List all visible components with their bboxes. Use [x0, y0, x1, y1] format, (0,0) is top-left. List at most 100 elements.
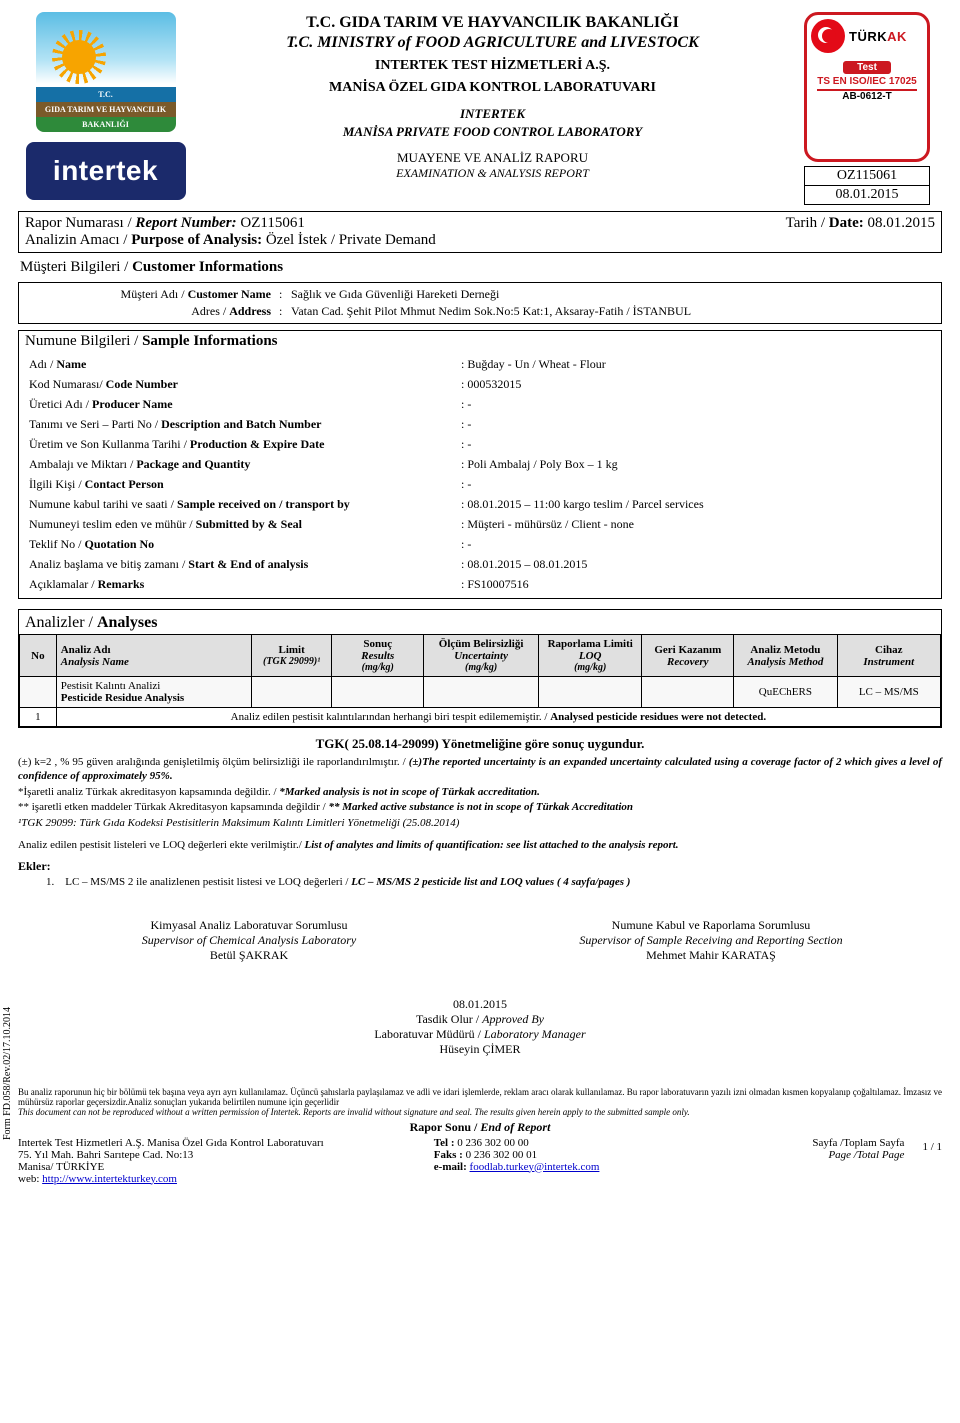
sig-left-title-tr: Kimyasal Analiz Laboratuvar Sorumlusu: [18, 918, 480, 933]
analyses-box: Analizler / Analyses No Analiz Adı Analy…: [18, 609, 942, 728]
note-2-tr: *İşaretli analiz Türkak akreditasyon kap…: [18, 786, 277, 798]
customer-name-label-en: Customer Name: [188, 287, 271, 301]
report-title-en: EXAMINATION & ANALYSIS REPORT: [201, 166, 784, 181]
turkak-code: AB-0612-T: [817, 89, 918, 102]
report-number-value: OZ115061: [240, 215, 304, 231]
note-2: *İşaretli analiz Türkak akreditasyon kap…: [18, 786, 942, 800]
sample-row: Adı / Name: Buğday - Un / Wheat - Flour: [27, 355, 933, 373]
row-result-text: Analiz edilen pestisit kalıntılarından h…: [56, 708, 940, 727]
fax-label: Faks :: [434, 1149, 463, 1161]
customer-name-label-tr: Müşteri Adı /: [121, 287, 185, 301]
col-result: Sonuç Results (mg/kg): [332, 635, 424, 677]
category-en: Pesticide Residue Analysis: [61, 692, 247, 704]
footer-page: Sayfa /Toplam Sayfa Page /Total Page 1 /…: [757, 1137, 942, 1185]
email-label: e-mail:: [434, 1161, 467, 1173]
col-recov-en: Recovery: [646, 656, 729, 668]
sig-left-name: Betül ŞAKRAK: [18, 948, 480, 963]
col-uncert: Ölçüm Belirsizliği Uncertainty (mg/kg): [424, 635, 539, 677]
col-result-unit: (mg/kg): [336, 662, 419, 673]
logo-column: T.C. GIDA TARIM VE HAYVANCILIK BAKANLIĞI…: [18, 12, 193, 205]
compliance-statement: TGK( 25.08.14-29099) Yönetmeliğine göre …: [18, 736, 942, 752]
col-no: No: [20, 635, 57, 677]
accreditation-column: TÜRKAK Test TS EN ISO/IEC 17025 AB-0612-…: [792, 12, 942, 205]
end-tr: Rapor Sonu /: [410, 1120, 478, 1134]
footer-contact: Tel : 0 236 302 00 00 Faks : 0 236 302 0…: [434, 1137, 748, 1185]
report-reference-box: OZ115061 08.01.2015: [804, 166, 930, 205]
col-uncert-tr: Ölçüm Belirsizliği: [428, 638, 534, 650]
sample-row-value: : -: [459, 395, 933, 413]
disclaimer-en: This document can not be reproduced with…: [18, 1107, 690, 1117]
sample-row: Ambalajı ve Miktarı / Package and Quanti…: [27, 455, 933, 473]
approve-date: 08.01.2015: [18, 997, 942, 1012]
form-reference-side: Form FD.058/Rev.02/17.10.2014: [2, 1007, 13, 1140]
report-info-box: Rapor Numarası / Report Number: OZ115061…: [18, 211, 942, 253]
sig-right-name: Mehmet Mahir KARATAŞ: [480, 948, 942, 963]
col-loq: Raporlama Limiti LOQ (mg/kg): [539, 635, 642, 677]
col-uncert-unit: (mg/kg): [428, 662, 534, 673]
sample-row-value: : Buğday - Un / Wheat - Flour: [459, 355, 933, 373]
note-3-en: ** Marked active substance is not in sco…: [328, 801, 633, 813]
sample-row-label: Kod Numarası/ Code Number: [27, 375, 457, 393]
note-3-tr: ** işaretli etken maddeler Türkak Akredi…: [18, 801, 326, 813]
customer-address: Vatan Cad. Şehit Pilot Mhmut Nedim Sok.N…: [287, 303, 935, 320]
sample-row-label: Tanımı ve Seri – Parti No / Description …: [27, 415, 457, 433]
ministry-title-en: T.C. MINISTRY of FOOD AGRICULTURE and LI…: [201, 34, 784, 52]
page-label-en: Page /Total Page: [812, 1149, 904, 1161]
intertek-logo: intertek: [26, 142, 186, 200]
approval-block: 08.01.2015 Tasdik Olur / Approved By Lab…: [18, 997, 942, 1057]
category-tr: Pestisit Kalıntı Analizi: [61, 680, 247, 692]
col-recov-tr: Geri Kazanım: [646, 644, 729, 656]
attachments-title: Ekler:: [18, 859, 942, 874]
title-column: T.C. GIDA TARIM VE HAYVANCILIK BAKANLIĞI…: [193, 12, 792, 205]
col-method-tr: Analiz Metodu: [738, 644, 832, 656]
end-en: End of Report: [480, 1120, 550, 1134]
customer-title-en: Customer Informations: [132, 259, 283, 275]
analyses-title-tr: Analizler /: [25, 614, 93, 631]
footer-addr1: Intertek Test Hizmetleri A.Ş. Manisa Öze…: [18, 1137, 425, 1149]
sample-box: Numune Bilgileri / Sample Informations A…: [18, 330, 942, 599]
analyses-title-en: Analyses: [97, 614, 157, 631]
sample-row-label: Adı / Name: [27, 355, 457, 373]
footer-web-link[interactable]: http://www.intertekturkey.com: [42, 1173, 177, 1185]
sample-title-tr: Numune Bilgileri /: [25, 333, 138, 349]
row-text-tr: Analiz edilen pestisit kalıntılarından h…: [231, 711, 548, 723]
analyses-table: No Analiz Adı Analysis Name Limit (TGK 2…: [19, 634, 941, 727]
note-1-tr: (±) k=2 , % 95 güven aralığında genişlet…: [18, 756, 406, 768]
sample-row-value: : Müşteri - mühürsüz / Client - none: [459, 515, 933, 533]
footer-addr2: 75. Yıl Mah. Bahri Sarıtepe Cad. No:13: [18, 1149, 425, 1161]
header: T.C. GIDA TARIM VE HAYVANCILIK BAKANLIĞI…: [18, 12, 942, 205]
sample-row-value: : -: [459, 435, 933, 453]
manager-tr: Laboratuvar Müdürü /: [374, 1027, 481, 1041]
sample-row-label: Üretim ve Son Kullanma Tarihi / Producti…: [27, 435, 457, 453]
note-4: ¹TGK 29099: Türk Gıda Kodeksi Pestisitle…: [18, 817, 942, 831]
customer-name: Sağlık ve Gıda Güvenliği Hareketi Derneğ…: [287, 286, 935, 303]
row-text-en: Analysed pesticide residues were not det…: [550, 711, 766, 723]
turkak-iso: TS EN ISO/IEC 17025: [817, 76, 917, 87]
sample-row-value: : 08.01.2015 – 11:00 kargo teslim / Parc…: [459, 495, 933, 513]
page-number: 1 / 1: [922, 1137, 942, 1161]
signature-left: Kimyasal Analiz Laboratuvar Sorumlusu Su…: [18, 918, 480, 963]
tel-value: 0 236 302 00 00: [457, 1137, 529, 1149]
sample-row: Analiz başlama ve bitiş zamanı / Start &…: [27, 555, 933, 573]
sample-row: Numune kabul tarihi ve saati / Sample re…: [27, 495, 933, 513]
sample-row: Teklif No / Quotation No: -: [27, 535, 933, 553]
col-result-en: Results: [336, 650, 419, 662]
manager-line: Laboratuvar Müdürü / Laboratory Manager: [18, 1027, 942, 1042]
footer-contact-row: Intertek Test Hizmetleri A.Ş. Manisa Öze…: [18, 1137, 942, 1185]
report-title-tr: MUAYENE VE ANALİZ RAPORU: [201, 150, 784, 166]
sig-right-title-en: Supervisor of Sample Receiving and Repor…: [480, 933, 942, 948]
footer-email-link[interactable]: foodlab.turkey@intertek.com: [470, 1161, 600, 1173]
flag-icon: [811, 19, 845, 53]
col-name: Analiz Adı Analysis Name: [56, 635, 251, 677]
ministry-logo-line2: GIDA TARIM VE HAYVANCILIK: [36, 102, 176, 117]
customer-title-tr: Müşteri Bilgileri /: [20, 259, 128, 275]
sig-right-title-tr: Numune Kabul ve Raporlama Sorumlusu: [480, 918, 942, 933]
purpose-value: Özel İstek / Private Demand: [266, 232, 436, 248]
report-number: OZ115061: [805, 167, 929, 185]
sample-row-value: : FS10007516: [459, 575, 933, 593]
manager-en: Laboratory Manager: [484, 1027, 586, 1041]
footer-addr3: Manisa/ TÜRKİYE: [18, 1161, 425, 1173]
note-2-en: *Marked analysis is not in scope of Türk…: [279, 786, 540, 798]
col-instrument: Cihaz Instrument: [837, 635, 940, 677]
sample-row: Üretim ve Son Kullanma Tarihi / Producti…: [27, 435, 933, 453]
